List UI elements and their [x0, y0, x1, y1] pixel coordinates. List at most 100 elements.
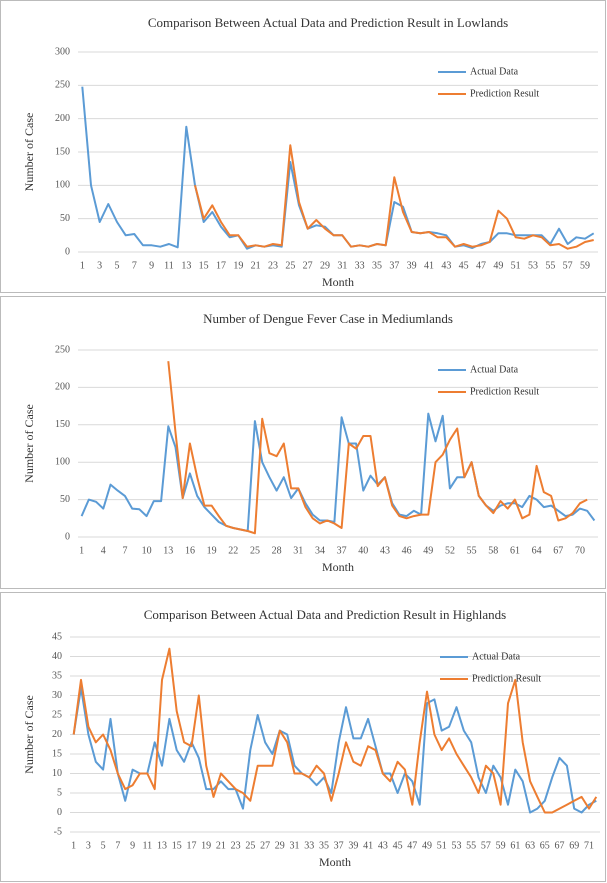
y-tick-label: 200	[55, 382, 70, 393]
y-tick-label: 300	[55, 46, 70, 57]
legend-label: Prediction Result	[470, 88, 539, 99]
chart-title: Comparison Between Actual Data and Predi…	[148, 15, 508, 30]
x-tick-label: 43	[378, 840, 388, 851]
x-tick-label: 15	[199, 260, 209, 271]
x-tick-label: 29	[320, 260, 330, 271]
x-tick-label: 43	[441, 260, 451, 271]
x-tick-label: 46	[402, 545, 412, 556]
x-tick-label: 1	[71, 840, 76, 851]
x-tick-label: 31	[290, 840, 300, 851]
x-tick-label: 61	[510, 545, 520, 556]
x-tick-label: 51	[437, 840, 447, 851]
data-line	[194, 144, 594, 250]
x-tick-label: 17	[216, 260, 226, 271]
x-tick-label: 1	[80, 260, 85, 271]
y-tick-label: 0	[65, 246, 70, 257]
x-tick-label: 4	[101, 545, 106, 556]
x-tick-label: 43	[380, 545, 390, 556]
legend-label: Prediction Result	[470, 386, 539, 397]
x-tick-label: 7	[132, 260, 137, 271]
x-tick-label: 53	[528, 260, 538, 271]
x-tick-label: 37	[337, 545, 347, 556]
x-tick-label: 37	[389, 260, 399, 271]
data-line	[80, 412, 596, 532]
x-tick-label: 64	[532, 545, 542, 556]
x-tick-label: 11	[142, 840, 152, 851]
y-axis-label: Number of Case	[22, 404, 36, 483]
x-tick-label: 13	[157, 840, 167, 851]
y-tick-label: 50	[60, 494, 70, 505]
x-tick-label: 27	[303, 260, 313, 271]
y-tick-label: 25	[52, 709, 62, 720]
y-axis-label: Number of Case	[22, 695, 36, 774]
x-tick-label: 31	[337, 260, 347, 271]
x-tick-label: 7	[122, 545, 127, 556]
x-tick-label: 5	[115, 260, 120, 271]
x-tick-label: 55	[545, 260, 555, 271]
x-tick-label: 21	[216, 840, 226, 851]
y-tick-label: 10	[52, 768, 62, 779]
x-axis-label: Month	[322, 560, 354, 574]
y-tick-label: 100	[55, 180, 70, 191]
x-tick-label: 53	[451, 840, 461, 851]
legend-label: Actual Data	[472, 651, 521, 662]
x-tick-label: 1	[79, 545, 84, 556]
x-tick-label: 59	[580, 260, 590, 271]
y-tick-label: 20	[52, 729, 62, 740]
x-axis-label: Month	[322, 275, 354, 289]
y-tick-label: 250	[55, 80, 70, 91]
x-tick-label: 70	[575, 545, 585, 556]
y-tick-label: 30	[52, 690, 62, 701]
x-tick-label: 25	[250, 545, 260, 556]
chart-title: Number of Dengue Fever Case in Mediumlan…	[203, 311, 453, 326]
panel	[0, 0, 606, 293]
x-tick-label: 41	[424, 260, 434, 271]
x-tick-label: 49	[422, 840, 432, 851]
y-tick-label: -5	[54, 826, 62, 837]
x-tick-label: 57	[563, 260, 573, 271]
x-tick-label: 39	[348, 840, 358, 851]
x-tick-label: 47	[476, 260, 486, 271]
y-tick-label: 150	[55, 146, 70, 157]
chart-title: Comparison Between Actual Data and Predi…	[144, 607, 507, 622]
x-tick-label: 57	[481, 840, 491, 851]
x-tick-label: 41	[363, 840, 373, 851]
x-tick-label: 19	[201, 840, 211, 851]
data-line	[167, 361, 588, 535]
data-line	[72, 686, 597, 814]
x-tick-label: 7	[115, 840, 120, 851]
x-tick-label: 25	[285, 260, 295, 271]
x-tick-label: 59	[496, 840, 506, 851]
x-tick-label: 55	[466, 840, 476, 851]
x-tick-label: 23	[268, 260, 278, 271]
x-tick-label: 10	[142, 545, 152, 556]
x-tick-label: 23	[231, 840, 241, 851]
x-tick-label: 21	[251, 260, 261, 271]
y-tick-label: 150	[55, 419, 70, 430]
x-tick-label: 13	[163, 545, 173, 556]
data-line	[72, 647, 598, 814]
x-tick-label: 63	[525, 840, 535, 851]
y-tick-label: 45	[52, 631, 62, 642]
x-tick-label: 51	[511, 260, 521, 271]
x-tick-label: 35	[372, 260, 382, 271]
x-tick-label: 31	[293, 545, 303, 556]
x-tick-label: 3	[97, 260, 102, 271]
x-tick-label: 11	[164, 260, 174, 271]
x-tick-label: 19	[233, 260, 243, 271]
y-tick-label: 40	[52, 651, 62, 662]
x-tick-label: 37	[334, 840, 344, 851]
x-tick-label: 17	[186, 840, 196, 851]
x-tick-label: 55	[467, 545, 477, 556]
x-tick-label: 71	[584, 840, 594, 851]
x-tick-label: 9	[149, 260, 154, 271]
y-tick-label: 0	[57, 807, 62, 818]
x-tick-label: 49	[493, 260, 503, 271]
panel	[0, 296, 606, 589]
x-tick-label: 47	[407, 840, 417, 851]
x-tick-label: 35	[319, 840, 329, 851]
x-tick-label: 40	[358, 545, 368, 556]
y-tick-label: 0	[65, 531, 70, 542]
x-tick-label: 45	[459, 260, 469, 271]
